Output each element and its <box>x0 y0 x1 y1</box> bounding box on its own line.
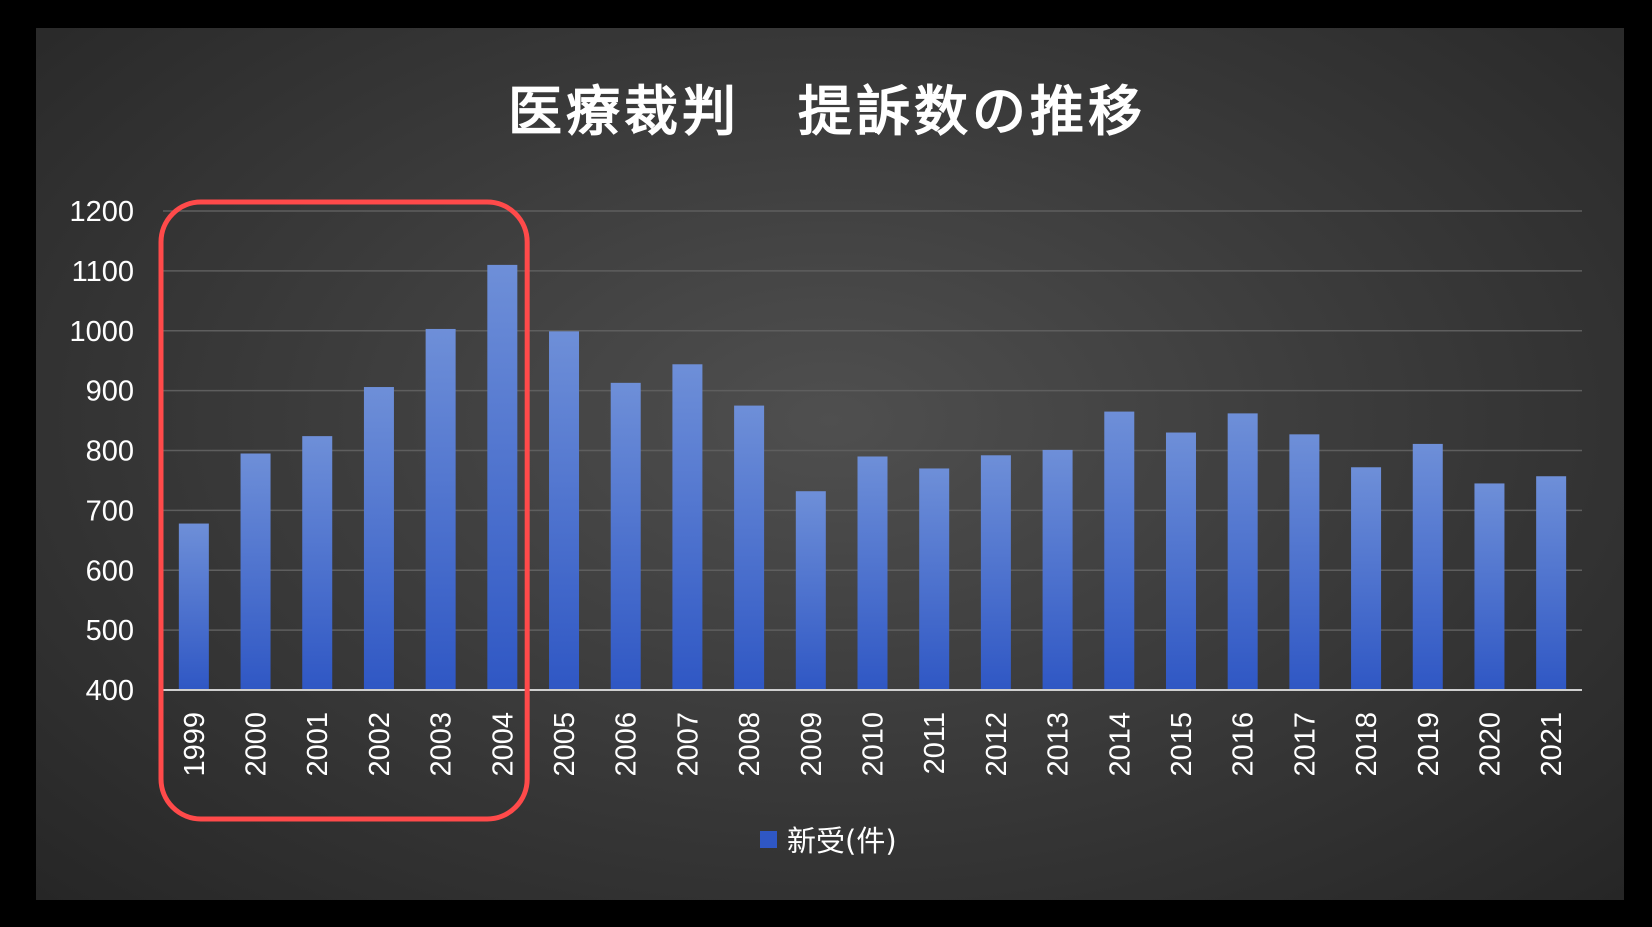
bar-2015 <box>1165 432 1196 690</box>
bar-2008 <box>734 405 765 690</box>
x-tick-label: 2014 <box>1104 712 1136 777</box>
bar-2013 <box>1042 449 1073 690</box>
bar-2014 <box>1104 411 1135 690</box>
bar-2006 <box>610 382 641 690</box>
x-tick-label: 2012 <box>981 712 1013 777</box>
highlight-box <box>158 199 530 822</box>
bar-2001 <box>302 436 333 690</box>
bar-series <box>178 264 1567 690</box>
bar-2016 <box>1227 413 1258 690</box>
y-tick-label: 1100 <box>72 256 134 288</box>
bar-1999 <box>178 523 209 690</box>
x-tick-label: 2001 <box>302 712 334 777</box>
bar-2010 <box>857 456 888 690</box>
bar-2009 <box>795 491 826 690</box>
x-tick-label: 2002 <box>364 712 396 777</box>
bar-2003 <box>425 328 456 690</box>
chart-title: 医療裁判 提訴数の推移 <box>508 80 1146 143</box>
bar-2004 <box>487 264 518 690</box>
x-tick-label: 2011 <box>919 712 951 774</box>
bar-2017 <box>1289 434 1320 690</box>
y-tick-label: 1200 <box>69 196 134 228</box>
x-tick-label: 2017 <box>1289 712 1321 777</box>
x-tick-label: 2008 <box>734 712 766 777</box>
bar-2019 <box>1412 443 1443 690</box>
x-tick-label: 2015 <box>1166 712 1198 777</box>
y-tick-label: 1000 <box>69 316 134 348</box>
y-tick-label: 700 <box>86 495 134 527</box>
x-tick-label: 2009 <box>796 712 828 777</box>
y-tick-label: 800 <box>86 436 134 468</box>
x-tick-label: 1999 <box>179 712 211 777</box>
bar-2021 <box>1536 476 1567 690</box>
bar-2005 <box>549 331 580 690</box>
bar-2018 <box>1351 467 1382 690</box>
x-tick-label: 2006 <box>611 712 643 777</box>
x-tick-label: 2010 <box>858 712 890 777</box>
legend-label: 新受(件) <box>787 824 897 858</box>
x-tick-label: 2003 <box>426 712 458 777</box>
x-tick-label: 2018 <box>1351 712 1383 777</box>
bar-2007 <box>672 364 703 690</box>
y-tick-label: 600 <box>86 555 134 587</box>
bar-2012 <box>980 455 1011 690</box>
legend-swatch <box>760 831 777 848</box>
legend: 新受(件) <box>760 824 897 858</box>
x-tick-label: 2020 <box>1474 712 1506 777</box>
x-tick-label: 2007 <box>672 712 704 777</box>
chart-frame <box>36 28 1624 900</box>
x-tick-label: 2021 <box>1536 712 1568 777</box>
x-tick-label: 2004 <box>487 712 519 777</box>
y-tick-label: 400 <box>86 675 134 707</box>
y-tick-label: 900 <box>86 376 134 408</box>
bar-2000 <box>240 453 271 690</box>
y-tick-label: 500 <box>86 615 134 647</box>
x-tick-label: 2005 <box>549 712 581 777</box>
x-tick-label: 2000 <box>241 712 273 777</box>
x-tick-label: 2016 <box>1228 712 1260 777</box>
x-tick-label: 2013 <box>1043 712 1075 777</box>
x-axis-ticks: 1999 2000 2001 2002 2003 2004 2005 2006 2007 2008… <box>179 712 1568 777</box>
y-axis-ticks: 1200 1100 1000 900 800 700 600 500 400 <box>69 196 134 707</box>
bar-2011 <box>919 468 950 690</box>
bar-2020 <box>1474 483 1505 690</box>
bar-2002 <box>363 387 394 690</box>
x-tick-label: 2019 <box>1413 712 1445 777</box>
